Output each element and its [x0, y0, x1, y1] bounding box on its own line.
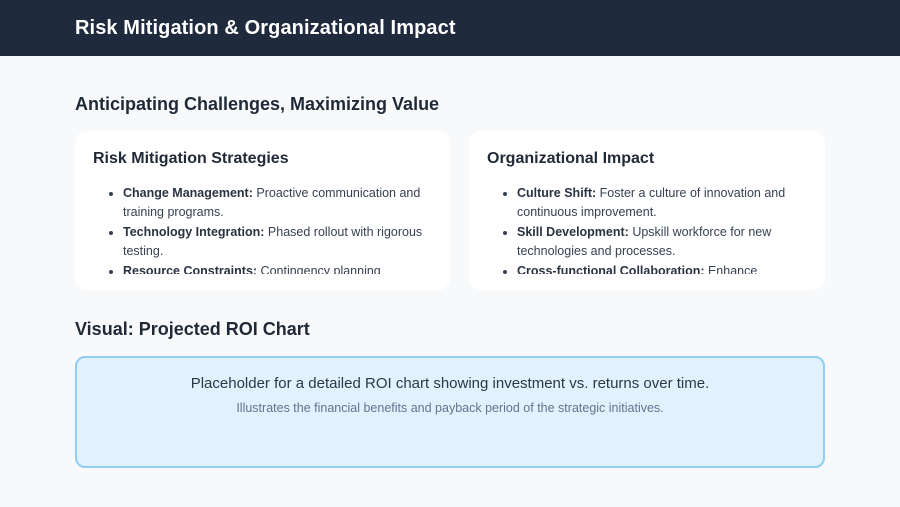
roi-chart-placeholder: Placeholder for a detailed ROI chart sho…: [75, 356, 825, 468]
item-text: Phased rollout with rigorous testing.: [123, 225, 423, 258]
header-bar: Risk Mitigation & Organizational Impact: [0, 0, 900, 56]
item-label: Resource Constraints:: [123, 264, 258, 274]
list-item: Resource Constraints: Contingency planni…: [109, 262, 432, 274]
organizational-impact-card: Organizational Impact Culture Shift: Fos…: [469, 131, 825, 290]
section-heading: Anticipating Challenges, Maximizing Valu…: [75, 94, 440, 114]
visual-heading: Visual: Projected ROI Chart: [75, 319, 310, 339]
list-item: Technology Integration: Phased rollout w…: [109, 223, 432, 261]
item-text: Upskill workforce for new technologies a…: [517, 225, 772, 258]
placeholder-main-text: Placeholder for a detailed ROI chart sho…: [190, 375, 710, 392]
list-item: Skill Development: Upskill workforce for…: [503, 223, 807, 261]
item-label: Change Management:: [123, 186, 253, 200]
item-label: Skill Development:: [517, 225, 629, 239]
list-item: Cross-functional Collaboration: Enhance: [503, 262, 807, 274]
item-text: Enhance: [704, 264, 758, 274]
item-label: Culture Shift:: [517, 186, 597, 200]
risk-mitigation-card: Risk Mitigation Strategies Change Manage…: [75, 131, 450, 290]
item-text: Proactive communication and training pro…: [123, 186, 421, 219]
card-title: Organizational Impact: [487, 150, 655, 167]
list-item: Culture Shift: Foster a culture of innov…: [503, 184, 807, 222]
page-title: Risk Mitigation & Organizational Impact: [75, 17, 456, 39]
item-text: Contingency planning: [257, 264, 381, 274]
item-label: Cross-functional Collaboration:: [517, 264, 705, 274]
list-item: Change Management: Proactive communicati…: [109, 184, 432, 222]
impact-list: Culture Shift: Foster a culture of innov…: [487, 184, 807, 274]
placeholder-sub-text: Illustrates the financial benefits and p…: [236, 401, 664, 415]
risk-list: Change Management: Proactive communicati…: [93, 184, 432, 274]
card-title: Risk Mitigation Strategies: [93, 150, 289, 167]
item-label: Technology Integration:: [123, 225, 265, 239]
item-text: Foster a culture of innovation and conti…: [517, 186, 786, 219]
